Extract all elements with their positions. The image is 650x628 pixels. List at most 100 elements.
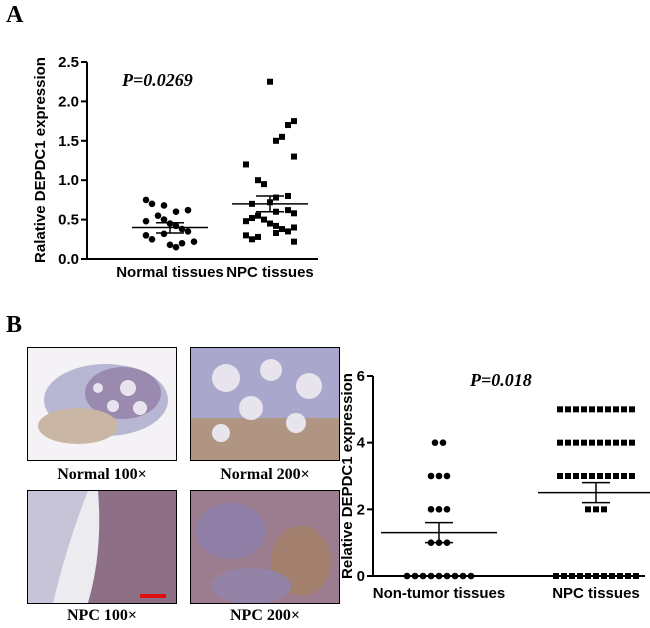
chartb-point	[459, 572, 467, 580]
ihc-image-normal-100x	[27, 347, 177, 461]
chartb-y-tick-label: 4	[357, 435, 366, 452]
chartb-point	[435, 472, 443, 480]
chartb-point	[557, 473, 563, 479]
charta-point	[166, 241, 174, 249]
chartb-point	[427, 472, 435, 480]
chartb-y-axis-title: Relative DEPDC1 expression	[339, 373, 356, 579]
chartb-point	[557, 439, 563, 446]
chartb-point	[443, 472, 451, 480]
chartb-point	[427, 572, 435, 580]
chartb-point	[439, 439, 447, 446]
charta-y-axis-title: Ralative DEPDC1 expression	[32, 57, 49, 263]
chartb-point	[589, 406, 595, 413]
charta-point	[279, 133, 285, 140]
chartb-point	[629, 439, 635, 446]
charta-y-tick-label: 2.0	[58, 93, 79, 110]
charta-point	[285, 207, 291, 214]
chartb-point	[605, 406, 611, 413]
charta-y-tick-label: 1.5	[58, 133, 79, 150]
charta-point	[249, 215, 255, 222]
chartb-point	[597, 439, 603, 446]
charta-point	[291, 224, 297, 231]
ihc-npc-100x-graphic	[28, 491, 176, 603]
chartb-point	[589, 439, 595, 446]
chartb-point	[553, 573, 559, 579]
charta-point	[142, 217, 150, 225]
chartb-point	[451, 572, 459, 580]
charta-point	[249, 236, 255, 243]
chartb-point	[621, 473, 627, 479]
chartb-point	[605, 473, 611, 479]
charta-point	[285, 192, 291, 199]
chartb-point	[593, 506, 599, 513]
charta-point	[291, 238, 297, 245]
chartb-y-tick-label: 2	[357, 501, 365, 518]
chartb-point	[573, 439, 579, 446]
charta-point	[279, 226, 285, 233]
chartb-point	[569, 573, 575, 579]
charta-point	[154, 212, 162, 219]
chartb-point	[573, 473, 579, 479]
ihc-normal-100x-graphic	[28, 348, 176, 460]
charta-y-tick-label: 1.0	[58, 172, 79, 189]
chartb-point	[443, 572, 451, 580]
chartb-point	[581, 406, 587, 413]
charta-point	[255, 177, 261, 184]
panel-label-b: B	[6, 312, 23, 338]
ihc-normal-200x-graphic	[191, 348, 339, 460]
caption-npc-200x: NPC 200×	[230, 607, 300, 624]
chartb-point	[435, 506, 443, 513]
chartb-y-tick-label: 0	[357, 568, 365, 585]
charta-point	[178, 239, 186, 247]
charta-point	[273, 222, 279, 229]
chartb-point	[593, 573, 599, 579]
ihc-image-npc-100x	[27, 490, 177, 604]
chartb-point	[625, 573, 631, 579]
caption-npc-100x: NPC 100×	[67, 607, 137, 624]
chartb-point	[565, 473, 571, 479]
charta-category-label: NPC tissues	[226, 264, 314, 281]
chartb-category-label: NPC tissues	[552, 585, 640, 602]
charta-point	[255, 233, 261, 240]
charta-point	[160, 216, 168, 223]
charta-point	[291, 210, 297, 217]
chartb-point	[597, 473, 603, 479]
charta-point	[142, 196, 150, 204]
charta-point	[267, 220, 273, 227]
chartb-point	[613, 406, 619, 413]
charta-point	[148, 236, 156, 243]
chartb-point	[585, 506, 591, 513]
chartb-point	[605, 439, 611, 446]
chartb-point	[585, 573, 591, 579]
chartb-point	[581, 473, 587, 479]
chartb-point	[617, 573, 623, 579]
chartb-point	[467, 572, 475, 580]
chartb-point	[621, 439, 627, 446]
charta-point	[285, 228, 291, 235]
chartb-point	[431, 439, 439, 446]
chartb-point	[419, 572, 427, 580]
chartb-point	[613, 473, 619, 479]
chartb-point	[561, 573, 567, 579]
chartb-point	[633, 573, 639, 579]
charta-point	[261, 181, 267, 188]
chartb-p-value: P=0.018	[469, 370, 532, 390]
chartb-point	[411, 572, 419, 580]
chartb-category-label: Non-tumor tissues	[373, 585, 506, 602]
charta-point	[243, 218, 249, 225]
charta-point	[243, 161, 249, 168]
ihc-image-npc-200x	[190, 490, 340, 604]
charta-point	[160, 202, 168, 209]
chartb-point	[573, 406, 579, 413]
ihc-npc-200x-graphic	[191, 491, 339, 603]
charta-point	[267, 78, 273, 85]
charta-point	[255, 212, 261, 219]
charta-point	[261, 216, 267, 223]
charta-point	[160, 230, 168, 238]
caption-normal-200x: Normal 200×	[220, 466, 310, 483]
charta-point	[184, 206, 192, 214]
charta-point	[184, 228, 192, 235]
chartb-point	[581, 439, 587, 446]
ihc-image-normal-200x	[190, 347, 340, 461]
